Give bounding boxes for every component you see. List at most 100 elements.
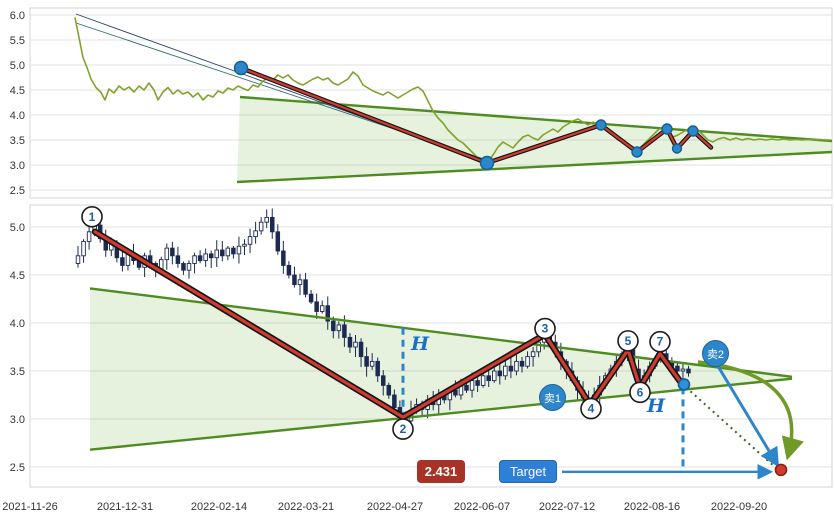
candle-body — [514, 360, 519, 372]
y-tick-label: 5.5 — [10, 35, 25, 47]
pivot-dot[interactable] — [687, 125, 699, 137]
candle-body — [475, 380, 480, 386]
wave-number-circle-7[interactable] — [649, 330, 671, 353]
wave-number: 3 — [542, 322, 549, 336]
x-tick-label: 2022-06-07 — [454, 501, 510, 513]
h-measure-label-1: H — [411, 333, 429, 355]
candle-body — [331, 320, 336, 332]
y-tick-label: 3.5 — [10, 366, 25, 378]
y-tick-label: 3.0 — [10, 414, 25, 426]
y-tick-label: 5.0 — [10, 222, 25, 234]
y-tick-label: 4.5 — [10, 85, 25, 97]
candle-body — [464, 384, 469, 391]
x-tick-label: 2022-03-21 — [278, 501, 334, 513]
candle-body — [381, 375, 386, 386]
candle-body — [270, 216, 275, 233]
sell-marker-1[interactable]: 卖1 — [539, 384, 566, 411]
x-tick-label: 2022-07-12 — [539, 501, 595, 513]
h-measure-label-2: H — [647, 395, 665, 417]
candle-body — [336, 324, 342, 332]
y-tick-label: 4.0 — [10, 318, 25, 330]
projection-blue-arrow — [716, 365, 780, 468]
wedge-fill — [237, 97, 832, 182]
wave-number-circle-6[interactable] — [629, 381, 651, 404]
candle-body — [319, 305, 325, 312]
candle-body — [220, 249, 225, 257]
candle-body — [86, 231, 92, 242]
candle-body — [197, 255, 203, 262]
pivot-dot[interactable] — [631, 146, 643, 158]
wave-number-circle-4[interactable] — [580, 397, 602, 420]
pivot-dot[interactable] — [479, 155, 495, 171]
measure-value-badge: 2.431 — [417, 460, 465, 483]
y-tick-label: 2.5 — [10, 462, 25, 474]
wave-number: 2 — [400, 422, 407, 436]
candle-body — [214, 249, 219, 259]
candle-body — [258, 221, 264, 232]
projection-green-arrow — [697, 360, 804, 461]
pivot-dot[interactable] — [595, 119, 607, 131]
y-tick-label: 4.0 — [10, 110, 25, 122]
candle-body — [192, 255, 197, 264]
y-tick-label: 6.0 — [10, 10, 25, 22]
candle-body — [264, 216, 269, 223]
x-tick-label: 2021-11-26 — [2, 501, 57, 513]
target-button[interactable]: Target — [499, 460, 557, 483]
y-tick-label: 3.5 — [10, 135, 25, 147]
target-dot[interactable] — [774, 463, 788, 477]
wave-zigzag — [93, 230, 685, 419]
candle-body — [170, 247, 175, 257]
y-tick-label: 3.0 — [10, 160, 25, 172]
candle-body — [525, 356, 530, 367]
candle-body — [469, 380, 475, 391]
candle-body — [358, 341, 364, 358]
candle-body — [686, 368, 691, 374]
candle-body — [353, 341, 358, 348]
wave-number: 6 — [637, 385, 644, 399]
wave-number-circle-2[interactable] — [392, 418, 414, 440]
candle-body — [480, 375, 486, 386]
candle-body — [247, 236, 253, 245]
candle-body — [386, 384, 392, 396]
candle-body — [503, 365, 508, 377]
candle-body — [347, 336, 353, 348]
pivot-dot[interactable] — [671, 143, 683, 154]
candle-body — [375, 360, 380, 377]
candle-body — [225, 247, 231, 257]
candle-body — [275, 231, 281, 252]
candle-body — [286, 264, 292, 276]
measure-value: 2.431 — [424, 464, 458, 479]
wave-number-circle-5[interactable] — [617, 330, 639, 352]
breakout-node[interactable] — [677, 378, 691, 391]
candle-body — [536, 341, 541, 353]
x-tick-label: 2022-04-27 — [367, 501, 423, 513]
pivot-dot[interactable] — [661, 123, 673, 135]
sell-marker-2[interactable]: 卖2 — [702, 340, 729, 367]
wave-number: 1 — [89, 210, 96, 224]
candle-body — [519, 360, 525, 367]
pivot-dot[interactable] — [233, 60, 249, 76]
candle-body — [530, 351, 536, 358]
candle-body — [314, 301, 319, 312]
candle-body — [369, 360, 375, 367]
wave-number-circle-3[interactable] — [534, 317, 556, 340]
y-tick-label: 4.5 — [10, 270, 25, 282]
candle-body — [253, 230, 258, 238]
candle-body — [325, 305, 331, 322]
candle-body — [75, 255, 81, 264]
candle-body — [297, 279, 303, 286]
candle-body — [492, 370, 497, 382]
candle-body — [81, 240, 86, 257]
x-tick-label: 2022-08-16 — [624, 501, 680, 513]
candle-body — [186, 263, 192, 271]
candle-body — [236, 245, 242, 255]
candle-body — [680, 368, 686, 372]
candle-body — [181, 263, 186, 271]
candle-body — [281, 250, 286, 266]
wave-number-circle-1[interactable] — [81, 206, 103, 228]
x-tick-label: 2022-09-20 — [711, 501, 767, 513]
candle-body — [175, 255, 181, 264]
candle-body — [308, 293, 314, 303]
